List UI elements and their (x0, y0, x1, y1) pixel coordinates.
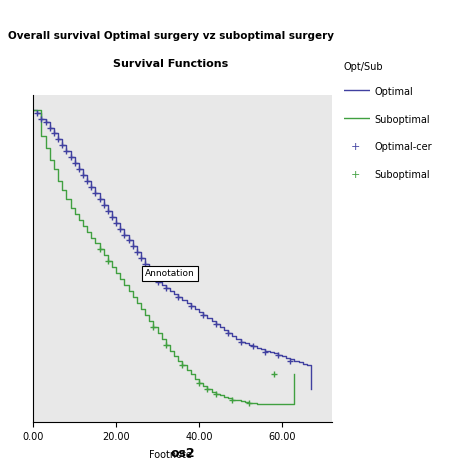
Text: Footnote: Footnote (149, 450, 192, 460)
Text: Optimal-cer: Optimal-cer (374, 142, 432, 153)
Text: Suboptimal: Suboptimal (374, 115, 430, 125)
Text: Overall survival Optimal surgery vz suboptimal surgery: Overall survival Optimal surgery vz subo… (8, 31, 334, 41)
Text: Suboptimal: Suboptimal (374, 170, 430, 180)
Text: Annotation: Annotation (145, 269, 195, 278)
Text: +: + (351, 142, 360, 153)
Text: Optimal: Optimal (374, 87, 413, 98)
X-axis label: os2: os2 (170, 447, 195, 460)
Text: +: + (351, 170, 360, 180)
Text: Opt/Sub: Opt/Sub (344, 62, 383, 72)
Text: Survival Functions: Survival Functions (113, 59, 228, 69)
